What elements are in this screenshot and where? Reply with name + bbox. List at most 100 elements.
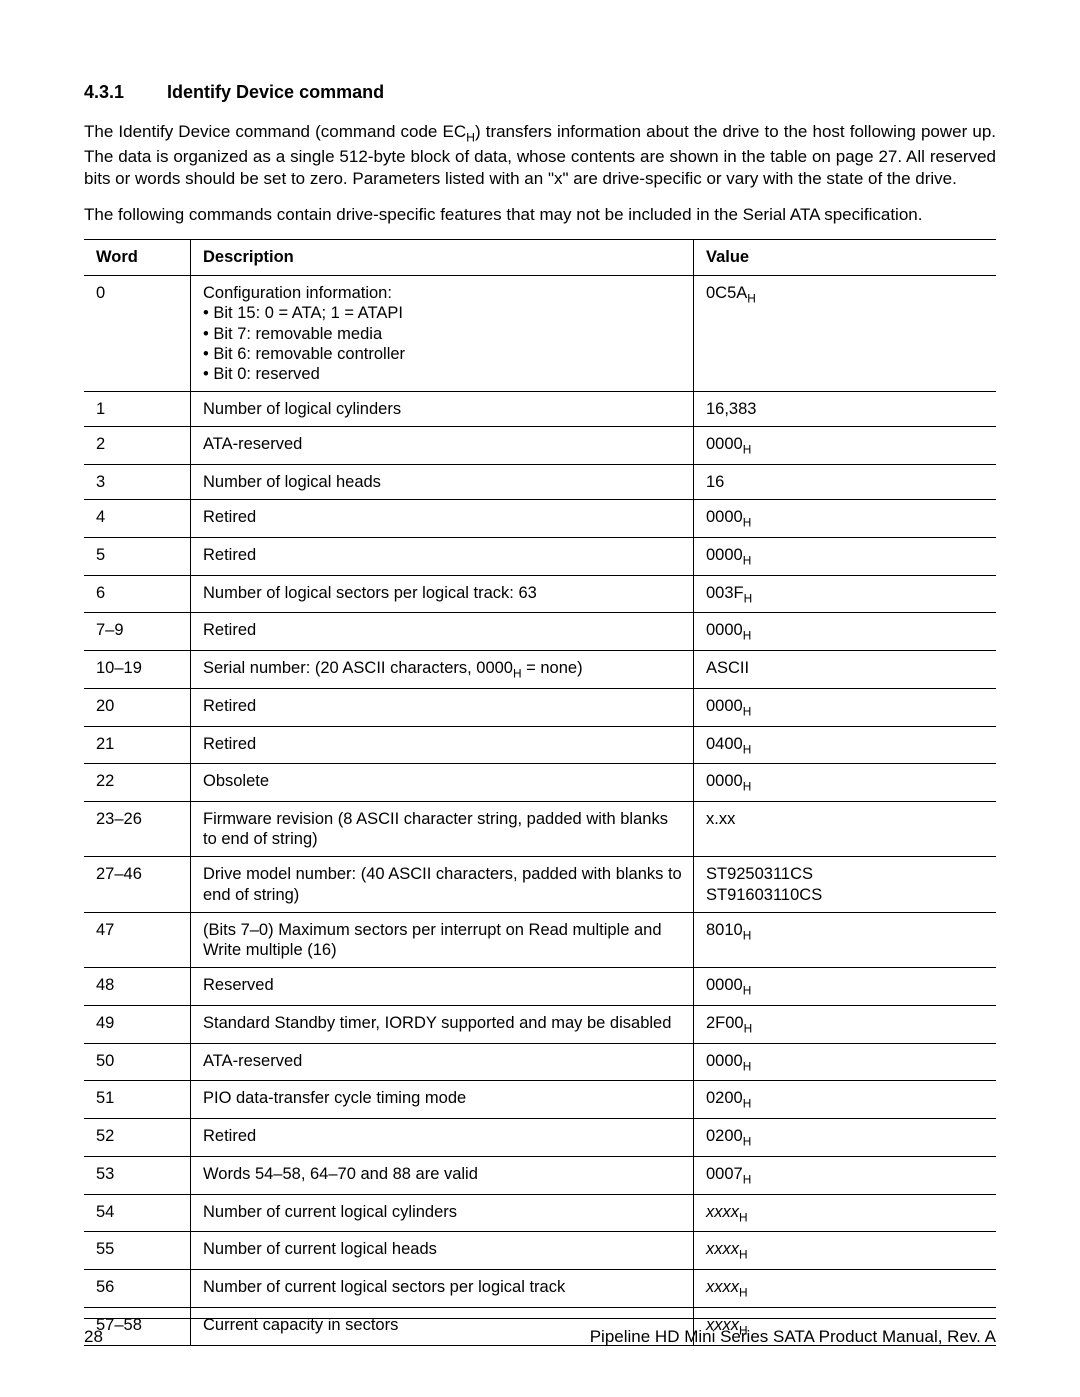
table-row: 54Number of current logical cylindersxxx… <box>84 1194 996 1232</box>
cell-description: Retired <box>191 613 694 651</box>
cell-description: Number of logical sectors per logical tr… <box>191 575 694 613</box>
section-heading: 4.3.1 Identify Device command <box>84 82 996 103</box>
table-row: 0Configuration information:Bit 15: 0 = A… <box>84 276 996 392</box>
cell-word: 3 <box>84 464 191 499</box>
cell-value: x.xx <box>694 802 997 857</box>
cell-description: Retired <box>191 537 694 575</box>
table-row: 5Retired0000H <box>84 537 996 575</box>
cell-word: 0 <box>84 276 191 392</box>
cell-word: 27–46 <box>84 857 191 912</box>
cell-description: Number of current logical sectors per lo… <box>191 1270 694 1308</box>
cell-description: Number of logical cylinders <box>191 391 694 426</box>
cell-word: 6 <box>84 575 191 613</box>
table-row: 51PIO data-transfer cycle timing mode020… <box>84 1081 996 1119</box>
table-row: 6Number of logical sectors per logical t… <box>84 575 996 613</box>
cell-word: 5 <box>84 537 191 575</box>
cell-value: 0000H <box>694 427 997 465</box>
cell-word: 49 <box>84 1005 191 1043</box>
cell-word: 50 <box>84 1043 191 1081</box>
cell-word: 52 <box>84 1119 191 1157</box>
cell-description: Number of current logical cylinders <box>191 1194 694 1232</box>
cell-word: 23–26 <box>84 802 191 857</box>
page-footer: 28 Pipeline HD Mini Series SATA Product … <box>84 1318 996 1347</box>
cell-value: 0000H <box>694 764 997 802</box>
cell-word: 51 <box>84 1081 191 1119</box>
cell-word: 4 <box>84 499 191 537</box>
cell-description: Retired <box>191 499 694 537</box>
intro-paragraph-1: The Identify Device command (command cod… <box>84 121 996 190</box>
cell-value: xxxxH <box>694 1194 997 1232</box>
cell-value: 0200H <box>694 1081 997 1119</box>
table-row: 1Number of logical cylinders16,383 <box>84 391 996 426</box>
doc-title: Pipeline HD Mini Series SATA Product Man… <box>590 1327 996 1347</box>
cell-description: Number of current logical heads <box>191 1232 694 1270</box>
table-row: 23–26Firmware revision (8 ASCII characte… <box>84 802 996 857</box>
cell-word: 55 <box>84 1232 191 1270</box>
table-row: 21Retired0400H <box>84 726 996 764</box>
cell-description: Retired <box>191 726 694 764</box>
table-row: 52Retired0200H <box>84 1119 996 1157</box>
table-row: 48Reserved0000H <box>84 967 996 1005</box>
table-row: 49Standard Standby timer, IORDY supporte… <box>84 1005 996 1043</box>
identify-device-table: Word Description Value 0Configuration in… <box>84 239 996 1345</box>
section-title: Identify Device command <box>167 82 384 102</box>
table-row: 4Retired0000H <box>84 499 996 537</box>
cell-description: Retired <box>191 1119 694 1157</box>
cell-word: 1 <box>84 391 191 426</box>
cell-value: ASCII <box>694 651 997 689</box>
cell-value: 2F00H <box>694 1005 997 1043</box>
cell-value: xxxxH <box>694 1232 997 1270</box>
cell-description: Obsolete <box>191 764 694 802</box>
table-row: 55Number of current logical headsxxxxH <box>84 1232 996 1270</box>
section-number: 4.3.1 <box>84 82 162 103</box>
cell-value: 003FH <box>694 575 997 613</box>
cell-word: 2 <box>84 427 191 465</box>
table-row: 20Retired0000H <box>84 688 996 726</box>
cell-description: Serial number: (20 ASCII characters, 000… <box>191 651 694 689</box>
cell-description: Firmware revision (8 ASCII character str… <box>191 802 694 857</box>
cell-value: 0000H <box>694 537 997 575</box>
cell-word: 7–9 <box>84 613 191 651</box>
page-number: 28 <box>84 1327 103 1347</box>
cell-word: 48 <box>84 967 191 1005</box>
cell-word: 53 <box>84 1156 191 1194</box>
table-row: 22Obsolete0000H <box>84 764 996 802</box>
intro-paragraph-2: The following commands contain drive-spe… <box>84 204 996 226</box>
cell-description: Configuration information:Bit 15: 0 = AT… <box>191 276 694 392</box>
cell-value: 0400H <box>694 726 997 764</box>
cell-word: 21 <box>84 726 191 764</box>
cell-value: xxxxH <box>694 1270 997 1308</box>
cell-description: ATA-reserved <box>191 1043 694 1081</box>
table-row: 7–9Retired0000H <box>84 613 996 651</box>
table-row: 56Number of current logical sectors per … <box>84 1270 996 1308</box>
table-header-row: Word Description Value <box>84 240 996 276</box>
table-row: 27–46Drive model number: (40 ASCII chara… <box>84 857 996 912</box>
table-header-word: Word <box>84 240 191 276</box>
table-row: 53Words 54–58, 64–70 and 88 are valid000… <box>84 1156 996 1194</box>
cell-description: Standard Standby timer, IORDY supported … <box>191 1005 694 1043</box>
cell-description: ATA-reserved <box>191 427 694 465</box>
cell-value: 0000H <box>694 1043 997 1081</box>
cell-word: 56 <box>84 1270 191 1308</box>
cell-word: 22 <box>84 764 191 802</box>
cell-value: 8010H <box>694 912 997 967</box>
cell-value: 0000H <box>694 499 997 537</box>
cell-value: 0C5AH <box>694 276 997 392</box>
cell-value: 0007H <box>694 1156 997 1194</box>
cell-value: 0200H <box>694 1119 997 1157</box>
cell-value: 0000H <box>694 967 997 1005</box>
table-row: 50ATA-reserved0000H <box>84 1043 996 1081</box>
cell-description: Reserved <box>191 967 694 1005</box>
table-row: 3Number of logical heads16 <box>84 464 996 499</box>
table-row: 2ATA-reserved0000H <box>84 427 996 465</box>
cell-description: Number of logical heads <box>191 464 694 499</box>
table-row: 10–19Serial number: (20 ASCII characters… <box>84 651 996 689</box>
cell-value: 0000H <box>694 688 997 726</box>
cell-description: (Bits 7–0) Maximum sectors per interrupt… <box>191 912 694 967</box>
cell-value: ST9250311CSST91603110CS <box>694 857 997 912</box>
table-row: 47(Bits 7–0) Maximum sectors per interru… <box>84 912 996 967</box>
table-header-value: Value <box>694 240 997 276</box>
cell-value: 16,383 <box>694 391 997 426</box>
cell-word: 47 <box>84 912 191 967</box>
cell-description: Words 54–58, 64–70 and 88 are valid <box>191 1156 694 1194</box>
